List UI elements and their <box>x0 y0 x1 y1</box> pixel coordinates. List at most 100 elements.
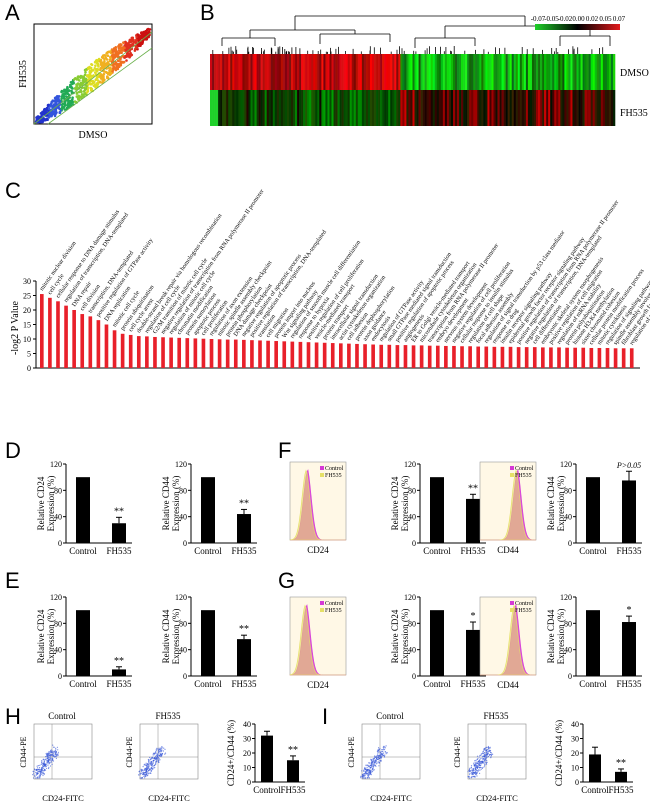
heatmap-cell <box>406 90 409 126</box>
flow-event <box>373 769 375 771</box>
heatmap-cell <box>315 54 318 90</box>
scatter-point <box>98 74 102 78</box>
heatmap-cell <box>483 54 486 90</box>
c-bar <box>589 347 594 368</box>
heatmap-cell <box>509 90 513 126</box>
y-tick-label: 0 <box>58 672 62 681</box>
panel-label-i: I <box>322 704 329 729</box>
panel-a-ylabel: FH535 <box>18 60 29 88</box>
c-bar <box>516 347 521 368</box>
heatmap-cell <box>544 90 547 126</box>
scatter-point <box>118 43 121 47</box>
heatmap-cell <box>220 54 223 90</box>
flow-event <box>384 751 386 753</box>
heatmap-cell <box>509 54 513 90</box>
panel-label-a: A <box>5 0 20 25</box>
heatmap-cell <box>450 54 454 90</box>
y-tick-label: 120 <box>560 593 572 602</box>
heatmap-cell <box>365 54 369 90</box>
legend-swatch <box>510 466 514 470</box>
flow-event <box>52 744 54 746</box>
flow-event <box>32 777 35 779</box>
flow-event <box>372 758 374 760</box>
flow-event <box>468 775 470 777</box>
flow-event <box>483 748 485 750</box>
heatmap-cell <box>404 54 407 90</box>
heatmap-cell <box>388 54 391 90</box>
heatmap-cell <box>489 90 492 126</box>
scatter-point <box>101 61 104 65</box>
flow-event <box>471 771 473 774</box>
flow-event <box>478 763 480 766</box>
heatmap-cell <box>558 54 561 90</box>
flow-event <box>484 756 486 758</box>
scatter-point <box>79 74 83 78</box>
flow-event <box>142 766 144 768</box>
flow-ylabel: CD44-PE <box>347 736 356 767</box>
flow-event <box>162 750 164 752</box>
flow-event <box>43 767 45 769</box>
bar <box>76 610 90 676</box>
x-tick-label: Control <box>581 785 609 795</box>
heatmap-cell <box>222 90 225 126</box>
flow-event <box>32 774 34 776</box>
flow-event <box>55 749 57 751</box>
flow-title: Control <box>376 712 404 721</box>
flow-event <box>39 772 42 775</box>
flow-event <box>44 758 46 761</box>
colorbar-tick-label: 0.00 <box>572 15 585 23</box>
c-bar <box>541 347 545 368</box>
c-bar <box>80 314 85 368</box>
heatmap-cell <box>236 54 239 90</box>
flow-event <box>481 760 484 762</box>
heatmap-cell <box>254 54 257 90</box>
flow-event <box>480 753 482 755</box>
heatmap-cell <box>278 54 282 90</box>
flow-event <box>372 769 374 771</box>
c-bar <box>613 348 618 368</box>
x-tick-label: FH535 <box>616 546 642 556</box>
flow-event <box>155 759 157 761</box>
significance-label: ** <box>616 758 626 769</box>
flow-event <box>364 768 366 770</box>
heatmap-cell <box>467 90 470 126</box>
flow-event <box>158 758 160 760</box>
heatmap-cell <box>284 54 288 90</box>
heatmap-cell <box>459 90 462 126</box>
scatter-point <box>52 104 55 108</box>
flow-xlabel: CD24-FITC <box>148 793 190 803</box>
flow-event <box>155 750 158 752</box>
heatmap-cell <box>471 90 474 126</box>
flow-event <box>483 762 485 764</box>
heatmap-cell <box>331 90 334 126</box>
heatmap-cell <box>608 54 612 90</box>
heatmap-cell <box>428 54 432 90</box>
heatmap-cell <box>398 90 401 126</box>
c-bar <box>403 345 408 368</box>
flow-event <box>56 755 58 757</box>
x-tick-label: FH535 <box>616 679 642 689</box>
heatmap-cell <box>224 54 227 90</box>
flow-event <box>382 749 384 751</box>
histogram-xlabel: CD24 <box>307 545 329 555</box>
panel-d-right-chart: 0 40 80 120 Relative CD44 Expression (%) Contr… <box>161 460 257 556</box>
y-tick-label: 80 <box>179 486 187 495</box>
scatter-point <box>87 67 90 70</box>
flow-event <box>40 767 43 769</box>
flow-event <box>52 753 54 755</box>
flow-event <box>370 762 372 764</box>
flow-event <box>482 762 484 764</box>
scatter-point <box>103 60 106 63</box>
heatmap-cell <box>495 54 498 90</box>
heatmap-cell <box>329 54 332 90</box>
heatmap-cell <box>295 54 298 90</box>
flow-title: Control <box>48 712 76 721</box>
flow-event <box>160 748 162 751</box>
flow-event <box>150 761 152 763</box>
flow-event <box>164 753 166 755</box>
scatter-point <box>114 62 118 66</box>
histogram-curve <box>480 469 536 541</box>
flow-event <box>150 770 152 773</box>
heatmap-cell <box>424 54 427 90</box>
heatmap-cell <box>467 54 470 90</box>
